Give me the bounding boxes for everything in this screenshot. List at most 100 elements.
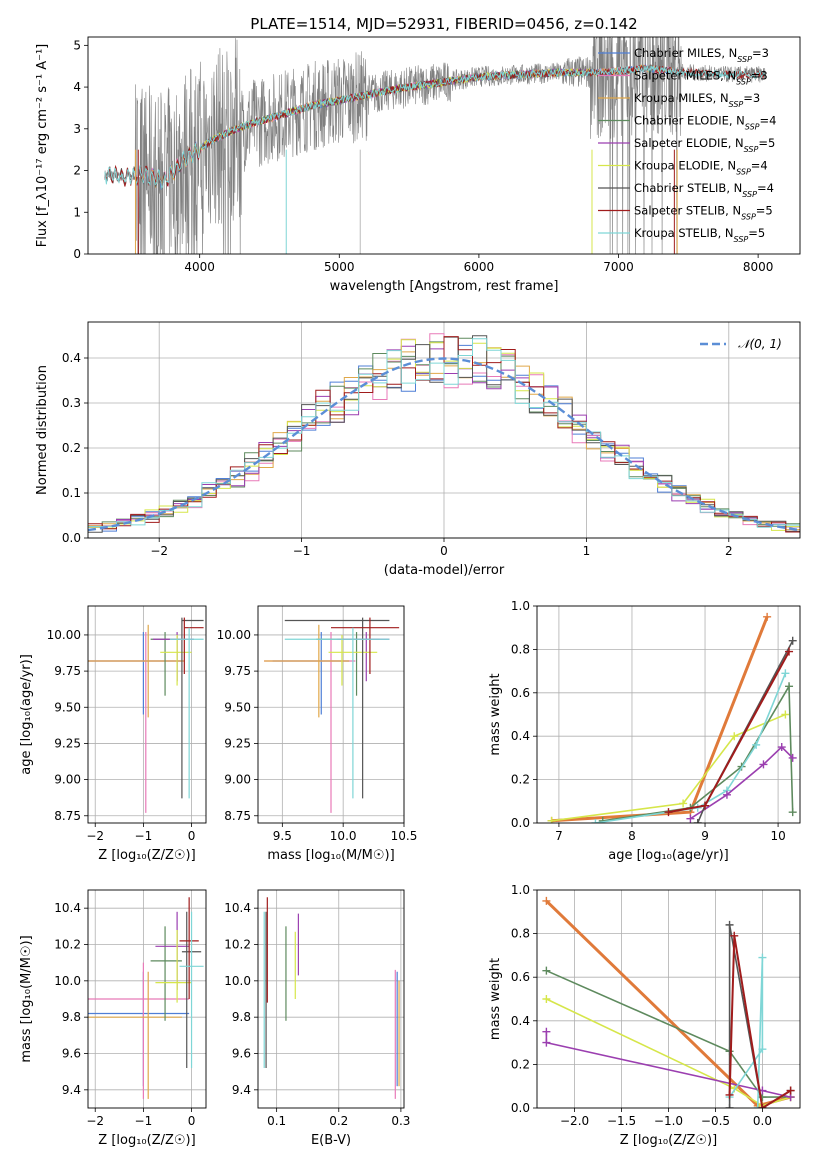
y-tick-label: 4 [73, 80, 81, 94]
weight-marker [542, 966, 551, 975]
grid-lines [258, 890, 404, 1108]
y-tick-label: 1.0 [511, 883, 530, 897]
axes-frame [257, 605, 405, 824]
weight-line [551, 713, 786, 822]
y-tick-label: 9.6 [62, 1047, 81, 1061]
y-tick-label: 9.8 [232, 1010, 251, 1024]
legend: Chabrier MILES, NSSP=3 Salpeter MILES, NS… [598, 46, 776, 244]
y-tick-label: 1.0 [511, 599, 530, 613]
spectrum-panel: 4000 5000 6000 7000 8000 0 1 2 3 4 5 wavelength [An… [35, 36, 801, 294]
weight-marker [725, 1090, 734, 1099]
figure-title: PLATE=1514, MJD=52931, FIBERID=0456, z=0… [250, 15, 637, 33]
y-tick-label: 10.2 [54, 938, 81, 952]
y-tick-label: 10.4 [224, 901, 251, 915]
plot-area [88, 333, 800, 533]
hist-kroupa-stelib [88, 338, 800, 528]
y-tick-label: 9.8 [62, 1010, 81, 1024]
y-tick-label: 9.4 [232, 1083, 251, 1097]
legend-label: Salpeter ELODIE, NSSP=5 [634, 136, 775, 154]
x-tick-label: −1 [293, 544, 311, 558]
y-tick-label: 9.4 [62, 1083, 81, 1097]
y-tick-label: 0.4 [511, 1014, 530, 1028]
y-tick-label: 10.4 [54, 901, 81, 915]
x-tick-label: 4000 [184, 260, 215, 274]
plot-area [547, 612, 797, 823]
y-axis-label: Normed distribution [35, 365, 50, 495]
y-tick-label: 9.00 [224, 773, 251, 787]
plot-area [263, 897, 400, 1099]
model-line-salpeter-stelib [104, 64, 765, 189]
z-mass-panel: −2 −1 0 9.4 9.6 9.8 10.0 10.2 10.4 Z [log₁₀(Z/Z☉)… [19, 889, 207, 1148]
x-tick-label: −1 [135, 829, 153, 843]
y-tick-label: 2 [73, 164, 81, 178]
x-axis-label: E(B-V) [311, 1133, 351, 1148]
weight-line [602, 683, 794, 822]
y-axis-label: Flux [f_λ10⁻¹⁷ erg cm⁻² s⁻¹ A⁻¹] [35, 44, 50, 248]
y-tick-label: 0.0 [511, 816, 530, 830]
x-tick-label: 7000 [603, 260, 634, 274]
residuals-panel: −2 −1 0 1 2 0.0 0.1 0.2 0.3 0.4 (data-model)/error… [35, 321, 801, 578]
x-tick-label: 2 [725, 544, 733, 558]
x-tick-label: 8 [628, 829, 636, 843]
weight-marker [753, 1104, 762, 1108]
y-tick-label: 9.00 [54, 773, 81, 787]
legend-label: Chabrier STELIB, NSSP=4 [634, 181, 774, 199]
y-tick-label: 0.8 [511, 642, 530, 656]
x-tick-label: 9.5 [273, 829, 292, 843]
weight-marker [542, 896, 551, 905]
x-tick-label: 7 [555, 829, 563, 843]
y-tick-label: 3 [73, 122, 81, 136]
weight-line [551, 616, 769, 823]
weight-line [728, 935, 792, 1108]
y-tick-label: 10.0 [224, 974, 251, 988]
x-tick-label: 10.5 [391, 829, 418, 843]
weight-marker [788, 808, 797, 817]
y-tick-label: 10.00 [217, 628, 251, 642]
ebv-mass-panel: 0.1 0.2 0.3 9.4 9.6 9.8 10.0 10.2 10.4 E(B-V) [224, 889, 410, 1148]
y-axis-label: mass [log₁₀(M/M☉)] [19, 935, 34, 1062]
axes-frame [87, 605, 207, 824]
x-tick-label: −2 [86, 1114, 104, 1128]
axes-frame [536, 889, 801, 1109]
y-tick-label: 0.3 [62, 396, 81, 410]
weight-marker [725, 920, 734, 929]
x-tick-label: 10.0 [330, 829, 357, 843]
y-axis-label: mass weight [488, 958, 503, 1040]
x-tick-label: −0.5 [701, 1114, 730, 1128]
legend-label: Chabrier MILES, NSSP=3 [634, 46, 769, 64]
weight-marker [693, 819, 702, 823]
weight-marker [664, 808, 673, 817]
weight-marker [686, 814, 695, 823]
model-line-kroupa-stelib [104, 65, 766, 190]
y-tick-label: 0.2 [511, 773, 530, 787]
y-tick-label: 0.8 [511, 927, 530, 941]
weight-marker [547, 816, 556, 823]
y-tick-label: 0.0 [511, 1101, 530, 1115]
weight-marker [763, 612, 772, 621]
y-tick-label: 0.0 [62, 531, 81, 545]
x-tick-label: 5000 [324, 260, 355, 274]
age-weight-panel: 7 8 9 10 0.0 0.2 0.4 0.6 0.8 1.0 age [log₁₀(age/yr… [488, 599, 801, 863]
weight-marker [730, 931, 739, 940]
z-age-panel: −2 −1 0 8.75 9.00 9.25 9.50 9.75 10.00 Z [log₁₀(Z… [19, 605, 207, 863]
x-tick-label: −2 [86, 829, 104, 843]
x-tick-label: 9 [701, 829, 709, 843]
weight-marker [679, 799, 688, 808]
y-tick-label: 9.25 [224, 736, 251, 750]
x-axis-label: mass [log₁₀(M/M☉)] [267, 848, 394, 863]
mass-age-panel: 9.5 10.0 10.5 8.75 9.00 9.25 9.50 9.75 10.00 mass… [217, 605, 418, 863]
weight-marker [781, 669, 790, 678]
weight-marker [777, 743, 786, 752]
x-tick-label: −1.0 [654, 1114, 683, 1128]
gaussian-curve [88, 357, 800, 532]
plot-area [264, 617, 400, 813]
legend-label: Chabrier ELODIE, NSSP=4 [634, 114, 776, 132]
y-tick-label: 10.2 [224, 938, 251, 952]
y-tick-label: 9.75 [54, 664, 81, 678]
x-axis-label: wavelength [Angstrom, rest frame] [330, 279, 559, 294]
weight-marker [785, 682, 794, 691]
x-tick-label: 10 [770, 829, 785, 843]
y-tick-label: 9.50 [54, 700, 81, 714]
legend-label: Salpeter MILES, NSSP=3 [634, 69, 768, 87]
x-tick-label: −2 [150, 544, 168, 558]
